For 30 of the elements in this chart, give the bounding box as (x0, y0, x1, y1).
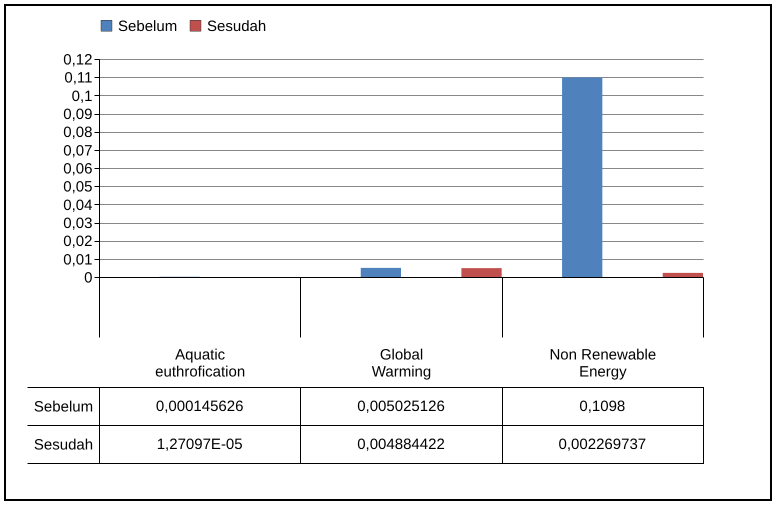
text: Sebelum (34, 398, 94, 416)
y-tick-label: 0,08 (63, 124, 92, 142)
x-tick-label: Global Warming (372, 346, 432, 380)
y-tick-label: 0,07 (63, 142, 92, 160)
text: Sesudah (34, 436, 94, 454)
y-tick-label: 0,04 (63, 196, 92, 214)
y-tick-label: 0,05 (63, 178, 92, 196)
data-label: 1,27097E-05 (156, 436, 243, 453)
data-label: 0,000145626 (156, 398, 244, 415)
y-tick-label: 0,1 (72, 88, 92, 105)
data-label: 0,004884422 (357, 436, 445, 453)
y-tick-label: 0,06 (63, 160, 92, 178)
y-tick-label: 0,01 (63, 251, 92, 268)
bar (662, 272, 703, 277)
data-label: 0,1098 (579, 398, 626, 415)
legend-label: Sesudah (207, 18, 266, 35)
x-tick-label: Non Renewable Energy (549, 346, 656, 380)
data-label: 0,005025126 (357, 398, 445, 415)
x-tick-label: Aquatic euthrofication (155, 346, 246, 380)
bar (562, 78, 602, 277)
y-tick-label: 0,02 (63, 233, 92, 250)
y-tick-label: 0,11 (64, 70, 92, 87)
data-label: 0,002269737 (558, 436, 646, 453)
legend-label: Sebelum (118, 18, 178, 35)
y-tick-label: 0 (84, 270, 92, 286)
bar (461, 268, 502, 277)
bar (360, 268, 401, 277)
y-tick-label: 0,12 (63, 52, 92, 68)
y-tick-label: 0,09 (63, 106, 92, 123)
y-tick-label: 0,03 (63, 215, 92, 232)
